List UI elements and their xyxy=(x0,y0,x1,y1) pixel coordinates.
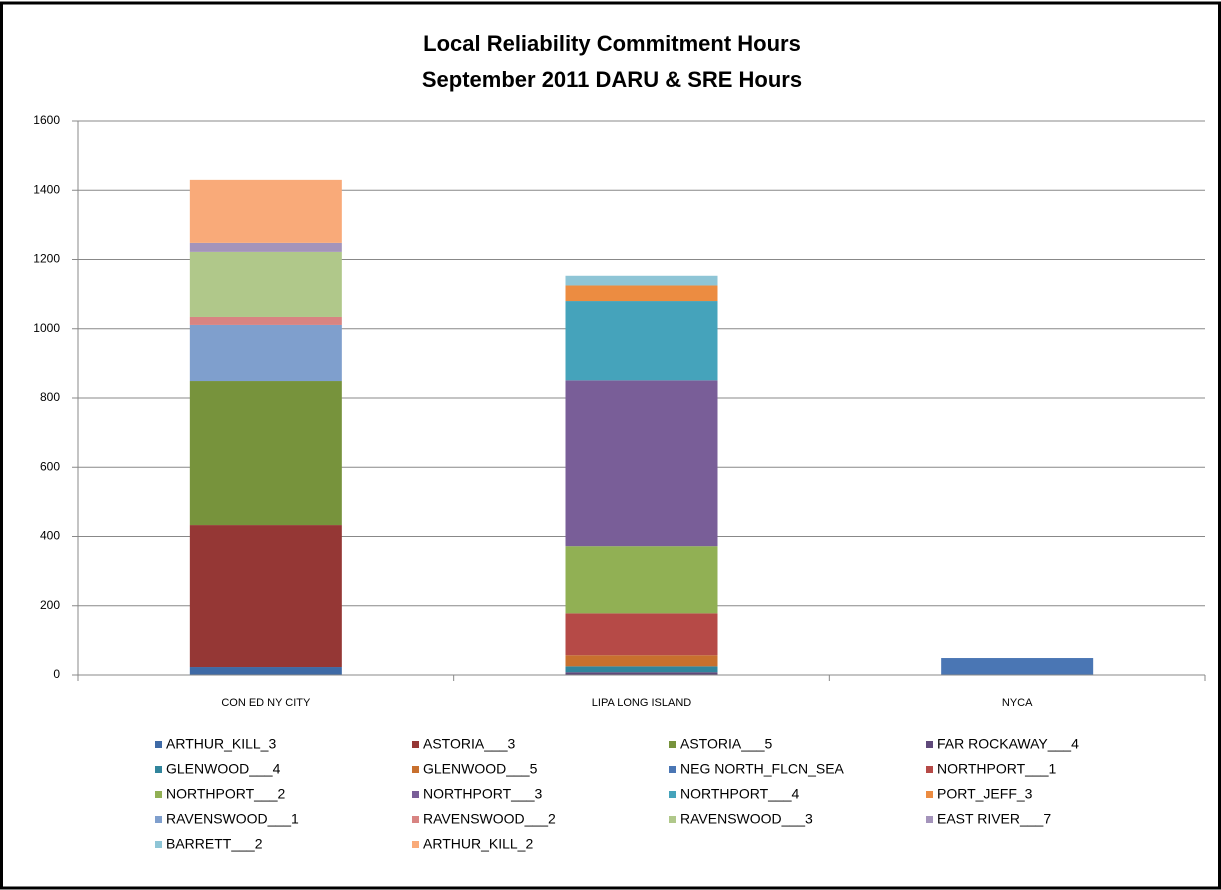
bar-segment xyxy=(565,613,718,656)
legend-swatch xyxy=(669,791,676,798)
x-tick-label: CON ED NY CITY xyxy=(221,697,311,709)
legend-label: PORT_JEFF_3 xyxy=(937,786,1033,802)
bar-segment xyxy=(565,285,718,302)
bar-segment xyxy=(565,672,718,675)
legend-swatch xyxy=(926,741,933,748)
legend-swatch xyxy=(926,816,933,823)
legend-label: GLENWOOD___4 xyxy=(166,761,281,777)
legend-swatch xyxy=(155,791,162,798)
legend-label: NORTHPORT___1 xyxy=(937,761,1057,777)
legend-swatch xyxy=(155,816,162,823)
bar-segment xyxy=(189,251,342,317)
bar-segment xyxy=(189,179,342,243)
bar-segment xyxy=(189,525,342,668)
legend-label: FAR ROCKAWAY___4 xyxy=(937,736,1079,752)
legend-swatch xyxy=(155,841,162,848)
y-tick-label: 800 xyxy=(40,390,60,404)
bar-segment xyxy=(189,381,342,526)
bar-segment xyxy=(189,324,342,382)
legend-swatch xyxy=(412,791,419,798)
legend-swatch xyxy=(669,741,676,748)
legend-label: BARRETT___2 xyxy=(166,836,263,852)
legend-label: RAVENSWOOD___2 xyxy=(423,811,556,827)
bar-segment xyxy=(565,301,718,381)
legend-label: EAST RIVER___7 xyxy=(937,811,1051,827)
legend-label: NORTHPORT___2 xyxy=(166,786,286,802)
legend-swatch xyxy=(412,741,419,748)
legend-swatch xyxy=(669,816,676,823)
y-tick-label: 1200 xyxy=(33,252,60,266)
legend-label: NORTHPORT___3 xyxy=(423,786,543,802)
chart-subtitle: September 2011 DARU & SRE Hours xyxy=(422,67,802,92)
y-tick-label: 400 xyxy=(40,529,60,543)
bar-segment xyxy=(565,666,718,673)
bar-segment xyxy=(941,658,1094,675)
y-tick-label: 200 xyxy=(40,598,60,612)
legend-swatch xyxy=(926,791,933,798)
legend-swatch xyxy=(669,766,676,773)
legend-swatch xyxy=(412,766,419,773)
bar-segment xyxy=(565,275,718,286)
bar-segment xyxy=(189,667,342,675)
legend-label: ARTHUR_KILL_2 xyxy=(423,836,533,852)
chart-title: Local Reliability Commitment Hours xyxy=(423,31,801,56)
legend-swatch xyxy=(926,766,933,773)
legend-label: RAVENSWOOD___1 xyxy=(166,811,299,827)
bar-segment xyxy=(189,242,342,252)
y-tick-label: 600 xyxy=(40,459,60,473)
y-tick-label: 1000 xyxy=(33,321,60,335)
legend-swatch xyxy=(155,766,162,773)
legend-swatch xyxy=(412,816,419,823)
x-tick-label: NYCA xyxy=(1002,697,1033,709)
legend-label: NEG NORTH_FLCN_SEA xyxy=(680,761,845,777)
y-tick-label: 0 xyxy=(53,667,60,681)
x-tick-label: LIPA LONG ISLAND xyxy=(592,697,692,709)
legend-label: GLENWOOD___5 xyxy=(423,761,538,777)
y-tick-label: 1600 xyxy=(33,113,60,127)
bar-segment xyxy=(565,655,718,667)
legend-label: RAVENSWOOD___3 xyxy=(680,811,813,827)
legend-label: ASTORIA___3 xyxy=(423,736,516,752)
legend-swatch xyxy=(412,841,419,848)
bar-segment xyxy=(565,546,718,614)
bar-segment xyxy=(565,380,718,547)
y-tick-label: 1400 xyxy=(33,182,60,196)
legend-label: NORTHPORT___4 xyxy=(680,786,800,802)
bar-segment xyxy=(189,316,342,325)
legend-label: ARTHUR_KILL_3 xyxy=(166,736,276,752)
legend-swatch xyxy=(155,741,162,748)
legend-label: ASTORIA___5 xyxy=(680,736,773,752)
